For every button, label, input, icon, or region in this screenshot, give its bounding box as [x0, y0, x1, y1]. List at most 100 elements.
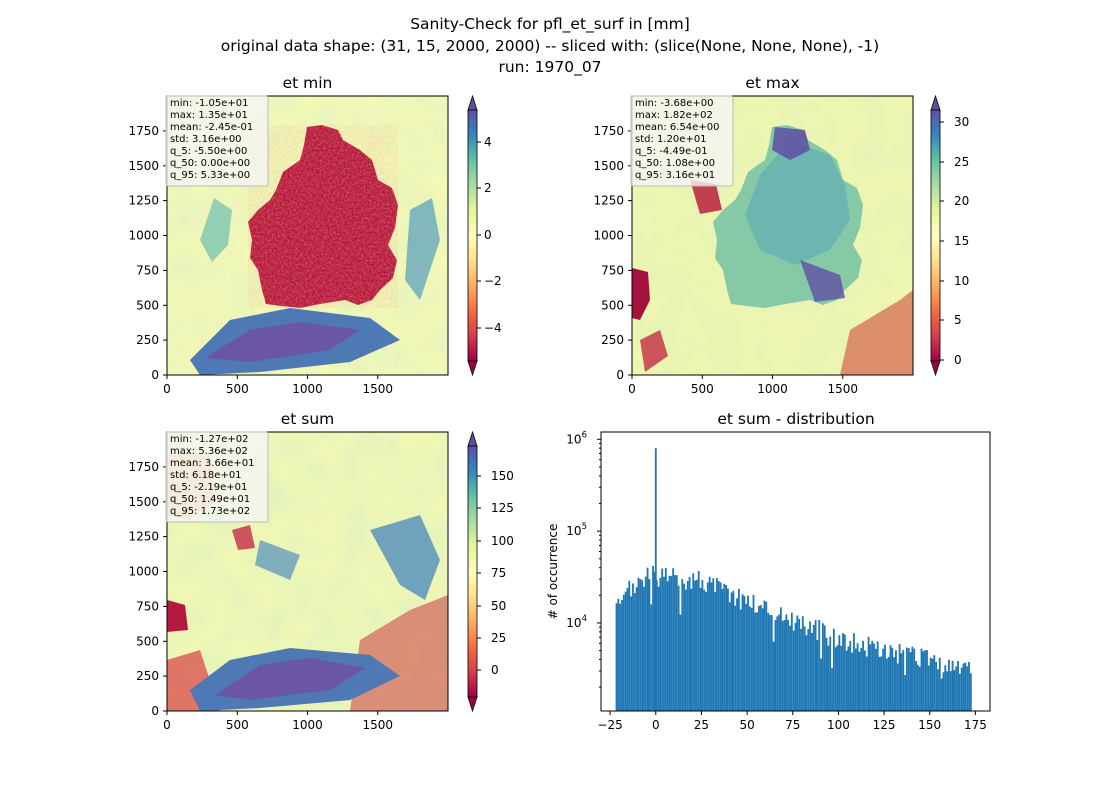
histogram-bar — [831, 668, 833, 711]
histogram-bar — [862, 640, 864, 711]
y-tick-label: 1750 — [128, 124, 159, 138]
histogram-bar — [884, 644, 886, 711]
stat-q5: q_5: -2.19e+01 — [170, 482, 247, 493]
histogram-bar — [807, 629, 810, 711]
colorbar-tick-label: 125 — [491, 501, 514, 515]
y-tick-label: 1750 — [128, 460, 159, 474]
histogram-bar — [783, 619, 786, 711]
histogram-bar — [911, 646, 914, 711]
x-tick-label: 100 — [827, 718, 850, 732]
colorbar-tick-label: 75 — [491, 566, 506, 580]
histogram-bar — [938, 657, 941, 711]
y-ticks: 0 250 500 750 1000 1250 1500 1750 — [593, 124, 632, 382]
histogram-bar — [924, 650, 927, 711]
histogram-bar — [796, 615, 799, 711]
colorbar-tick-label: 50 — [491, 599, 506, 613]
y-tick-label: 1250 — [593, 194, 624, 208]
histogram-bar — [827, 645, 830, 711]
histogram-bar — [719, 582, 722, 711]
histogram-bar — [871, 640, 874, 711]
histogram-bar — [644, 576, 647, 711]
colorbar-tick-label: 100 — [491, 534, 514, 548]
histogram-bar — [769, 614, 771, 711]
histogram-bar — [763, 600, 766, 711]
histogram-bar — [838, 635, 841, 711]
x-tick-label: 1500 — [363, 382, 394, 396]
y-tick-label: 0 — [151, 368, 159, 382]
histogram-bar — [717, 581, 720, 711]
panel-title: et min — [283, 74, 333, 92]
histogram-bar — [750, 607, 753, 711]
x-ticks: −25 0 25 50 75 100 125 150 175 — [597, 711, 987, 732]
histogram-bar — [650, 604, 653, 711]
stats-box: min: -1.05e+01 max: 1.35e+01 mean: -2.45… — [165, 95, 269, 187]
histogram-bar — [734, 605, 737, 711]
histogram-bar — [643, 586, 645, 711]
histogram-bar — [845, 650, 848, 711]
histogram-bar — [851, 652, 854, 711]
axes-frame — [600, 431, 991, 712]
histogram-bar — [781, 620, 784, 711]
histogram-bar — [957, 661, 959, 711]
histogram-bar — [818, 619, 821, 711]
colorbar-tick-label: 150 — [491, 469, 514, 483]
histogram-bar — [840, 645, 843, 711]
histogram-bar — [672, 568, 675, 711]
histogram-bar — [913, 648, 916, 711]
stat-q95: q_95: 3.16e+01 — [635, 170, 715, 181]
stat-mean: mean: 3.66e+01 — [170, 458, 254, 469]
histogram-bar — [898, 644, 901, 711]
histogram-bar — [935, 661, 938, 711]
histogram-bar — [685, 589, 687, 711]
histogram-bar — [878, 656, 881, 711]
histogram-spike-bar — [654, 448, 657, 711]
histogram-bar — [853, 633, 855, 711]
histogram-bar — [812, 624, 815, 711]
histogram-bar — [706, 582, 709, 711]
histogram-bar — [728, 602, 731, 711]
histogram-bar — [964, 662, 967, 711]
histogram-bar — [960, 667, 963, 711]
histogram-bar — [820, 658, 822, 711]
stat-std: std: 3.16e+00 — [170, 134, 242, 145]
histogram-bar — [948, 659, 950, 711]
histogram-bar — [615, 603, 618, 711]
colorbar-tick-label: 25 — [954, 155, 969, 169]
histogram-bar — [741, 594, 744, 711]
histogram-bar — [918, 666, 921, 711]
y-tick-label: 250 — [601, 333, 624, 347]
stat-q5: q_5: -5.50e+00 — [170, 146, 247, 157]
histogram-bar — [732, 590, 735, 711]
y-tick-label: 250 — [136, 333, 159, 347]
histogram-bar — [617, 598, 620, 711]
histogram-bar — [637, 577, 640, 711]
colorbar-tick-label: 0 — [954, 353, 962, 367]
histogram-bar — [659, 577, 662, 711]
histogram-bar — [787, 619, 790, 711]
histogram-bar — [955, 666, 958, 711]
histogram-bar — [843, 634, 846, 711]
x-tick-label: −25 — [597, 718, 622, 732]
y-tick-label: 1000 — [128, 565, 159, 579]
histogram-bar — [626, 587, 629, 711]
histogram-bar — [946, 671, 948, 711]
histogram-bar — [842, 633, 844, 711]
histogram-bar — [937, 669, 939, 711]
y-tick-label: 750 — [136, 599, 159, 613]
histogram-bar — [633, 593, 636, 711]
x-ticks: 0 500 1000 1500 — [163, 711, 393, 732]
histogram-bar — [705, 591, 707, 711]
stats-box: min: -3.68e+00 max: 1.82e+02 mean: 6.54e… — [630, 95, 734, 187]
histogram-bar — [730, 592, 733, 711]
colorbar: 150 125 100 75 50 25 0 — [467, 430, 514, 713]
histogram-bar — [789, 625, 791, 711]
colorbar-tick-label: 10 — [954, 274, 969, 288]
histogram-bar — [916, 664, 919, 711]
x-tick-label: 25 — [694, 718, 709, 732]
histogram-bar — [969, 673, 972, 711]
histogram-bar — [829, 636, 832, 711]
y-tick-label: 105 — [566, 522, 587, 538]
y-tick-exponent: 6 — [582, 430, 587, 440]
y-ticks: 0 250 500 750 1000 1250 1500 1750 — [128, 460, 167, 718]
y-tick-label: 1000 — [593, 229, 624, 243]
